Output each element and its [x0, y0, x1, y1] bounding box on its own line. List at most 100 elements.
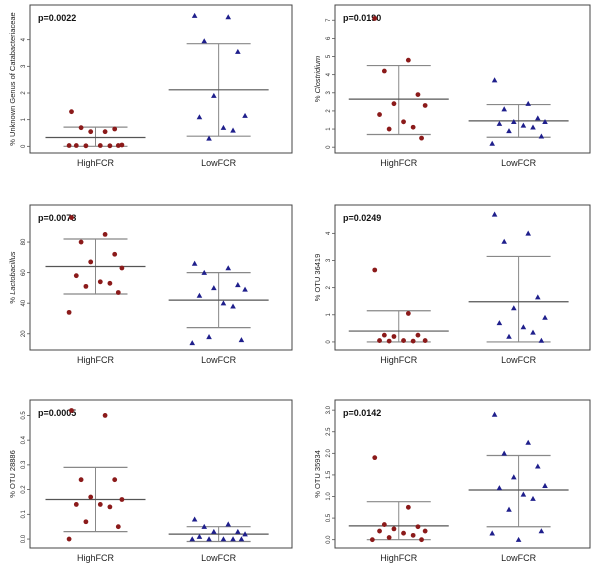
data-point	[410, 124, 416, 130]
data-point	[377, 112, 382, 117]
p-value-label: p=0.0190	[343, 13, 381, 23]
data-point	[97, 502, 103, 507]
series-HighFCR	[45, 408, 146, 542]
data-point	[189, 536, 196, 542]
x-category-label: LowFCR	[501, 158, 537, 168]
data-point	[201, 269, 208, 275]
data-point	[115, 524, 121, 530]
data-point	[107, 143, 113, 149]
y-tick-label: 60	[21, 269, 27, 276]
y-tick-label: 0.5	[326, 513, 332, 522]
panel-frame	[29, 4, 293, 154]
y-tick-label: 0.2	[21, 485, 27, 494]
data-point	[78, 239, 84, 245]
y-tick-label: 20	[21, 330, 27, 337]
data-point	[530, 124, 536, 130]
chart-panel-2: 0 1 2 3 4 5 6 7 p=0.0190 % Clostridium HighFCR LowF…	[313, 4, 591, 168]
data-point	[88, 259, 94, 265]
data-point	[511, 474, 517, 480]
data-point	[97, 143, 103, 148]
data-point	[496, 485, 503, 491]
data-point	[525, 100, 531, 106]
data-point	[107, 280, 113, 286]
series-LowFCR	[468, 211, 569, 343]
data-point	[538, 337, 545, 343]
series-LowFCR	[168, 516, 269, 543]
panel-frame	[334, 4, 591, 154]
y-tick-label: 4	[326, 72, 332, 76]
data-point	[372, 16, 378, 21]
y-tick-label: 1	[326, 312, 332, 316]
p-value-label: p=0.0249	[343, 213, 381, 223]
data-point	[496, 320, 503, 326]
y-axis-label: % Clostridium	[313, 56, 322, 102]
data-point	[235, 528, 241, 534]
data-point	[112, 251, 118, 257]
y-tick-label: 7	[326, 18, 332, 22]
data-point	[501, 106, 507, 112]
data-point	[115, 143, 121, 148]
data-point	[542, 482, 548, 488]
data-point	[489, 530, 495, 536]
data-point	[377, 528, 382, 534]
data-point	[535, 115, 541, 121]
data-point	[69, 408, 74, 413]
data-point	[506, 506, 512, 512]
series-HighFCR	[45, 215, 146, 315]
data-point	[515, 536, 522, 542]
data-point	[415, 92, 421, 97]
data-point	[530, 495, 536, 501]
x-category-label: LowFCR	[201, 158, 237, 168]
data-point	[66, 143, 72, 148]
y-tick-label: 2	[326, 109, 332, 113]
series-LowFCR	[168, 260, 269, 346]
data-point	[69, 109, 74, 115]
y-tick-label: 1.0	[326, 492, 332, 501]
y-tick-label: 4	[326, 231, 332, 235]
series-HighFCR	[348, 16, 449, 141]
data-point	[220, 536, 227, 542]
data-point	[235, 282, 241, 288]
data-point	[535, 463, 541, 469]
data-point	[530, 329, 536, 335]
data-point	[189, 340, 196, 346]
x-category-label: HighFCR	[77, 553, 115, 563]
data-point	[88, 494, 94, 500]
data-point	[83, 283, 89, 289]
data-point	[405, 311, 411, 316]
series-HighFCR	[348, 455, 449, 543]
y-tick-label: 0	[21, 144, 27, 148]
p-value-label: p=0.0078	[38, 213, 76, 223]
y-tick-label: 1.5	[326, 470, 332, 479]
data-point	[391, 526, 397, 532]
data-point	[422, 103, 428, 108]
data-point	[242, 112, 248, 118]
data-point	[196, 292, 203, 298]
chart-panel-1: 0 1 2 3 4 p=0.0022 % Unknown Genus of Catabact…	[8, 4, 293, 168]
y-tick-label: 6	[326, 36, 332, 40]
data-point	[66, 309, 72, 315]
data-point	[401, 338, 406, 343]
x-category-label: LowFCR	[201, 355, 237, 365]
data-point	[415, 524, 421, 530]
data-point	[511, 305, 517, 311]
data-point	[386, 126, 392, 132]
x-category-label: LowFCR	[501, 355, 537, 365]
data-point	[381, 522, 387, 527]
data-point	[386, 338, 392, 344]
data-point	[542, 119, 548, 125]
data-point	[525, 439, 531, 445]
data-point	[242, 286, 248, 292]
data-point	[538, 133, 545, 139]
data-point	[230, 536, 236, 542]
data-point	[211, 528, 217, 534]
data-point	[73, 273, 79, 279]
chart-panel-3: 20 40 60 80 p=0.0078 % Lactobacillus HighFCR Lo…	[8, 204, 293, 365]
y-axis-label: % Lactobacillus	[8, 251, 17, 303]
data-point	[410, 338, 416, 344]
y-tick-label: 2	[21, 91, 27, 95]
data-point	[491, 77, 498, 83]
data-point	[489, 140, 495, 146]
series-HighFCR	[348, 267, 449, 344]
data-point	[102, 232, 108, 237]
